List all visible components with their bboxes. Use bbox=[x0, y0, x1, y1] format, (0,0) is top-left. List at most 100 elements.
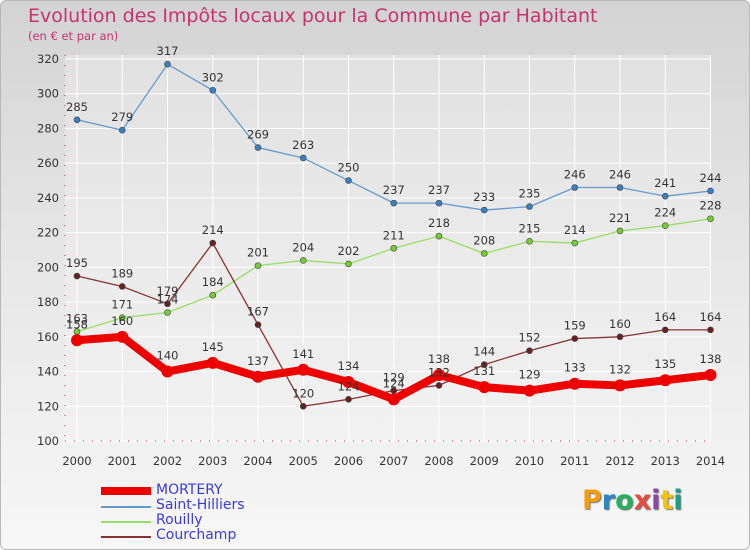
data-label-courchamp-2001: 189 bbox=[111, 266, 133, 280]
data-point-saint-hilliers-2004 bbox=[254, 144, 262, 151]
logo-letter: r bbox=[601, 485, 616, 516]
data-label-mortery-2013: 135 bbox=[654, 357, 676, 371]
data-label-rouilly-2006: 202 bbox=[338, 244, 360, 258]
x-tick-label-2005: 2005 bbox=[289, 454, 318, 468]
data-point-rouilly-2014 bbox=[707, 215, 714, 223]
data-label-rouilly-2007: 211 bbox=[383, 228, 405, 242]
logo-letter: t bbox=[660, 485, 674, 516]
data-point-rouilly-2008 bbox=[435, 232, 443, 240]
data-label-mortery-2004: 137 bbox=[247, 354, 269, 368]
legend-label-rouilly: Rouilly bbox=[156, 512, 203, 528]
y-tick-label-300: 300 bbox=[37, 87, 59, 101]
y-tick-label-220: 220 bbox=[37, 226, 59, 240]
data-label-rouilly-2005: 204 bbox=[292, 240, 314, 254]
legend-swatch-mortery bbox=[101, 487, 151, 495]
data-point-mortery-2005 bbox=[297, 363, 310, 376]
data-point-rouilly-2007 bbox=[390, 244, 398, 252]
data-point-mortery-2006 bbox=[342, 375, 355, 388]
data-label-courchamp-2007: 129 bbox=[383, 371, 405, 385]
y-tick-label-280: 280 bbox=[37, 121, 59, 135]
data-label-mortery-2000: 158 bbox=[66, 317, 88, 331]
data-label-saint-hilliers-2009: 233 bbox=[473, 190, 495, 204]
data-point-courchamp-2009 bbox=[480, 361, 488, 368]
data-point-saint-hilliers-2009 bbox=[480, 206, 488, 214]
logo-letter: i bbox=[651, 485, 661, 516]
x-tick-label-2008: 2008 bbox=[424, 454, 453, 468]
data-point-mortery-2011 bbox=[568, 377, 581, 390]
y-tick-label-200: 200 bbox=[37, 260, 59, 274]
data-point-courchamp-2012 bbox=[616, 333, 624, 341]
x-tick-label-2012: 2012 bbox=[605, 454, 634, 468]
data-point-courchamp-2004 bbox=[254, 321, 262, 328]
data-label-saint-hilliers-2014: 244 bbox=[700, 171, 722, 185]
data-point-mortery-2013 bbox=[659, 374, 672, 387]
chart-subtitle: (en € et par an) bbox=[28, 29, 119, 43]
data-point-courchamp-2002 bbox=[164, 300, 171, 308]
data-point-courchamp-2006 bbox=[345, 396, 352, 403]
data-label-rouilly-2012: 221 bbox=[609, 211, 631, 225]
data-point-courchamp-2001 bbox=[118, 283, 126, 290]
logo-letter: o bbox=[615, 485, 634, 516]
data-point-saint-hilliers-2005 bbox=[299, 154, 307, 162]
legend-label-courchamp: Courchamp bbox=[156, 527, 237, 543]
data-label-courchamp-2014: 164 bbox=[700, 310, 722, 324]
data-label-courchamp-2006: 124 bbox=[338, 379, 360, 393]
data-label-saint-hilliers-2000: 285 bbox=[66, 100, 88, 114]
x-tick-label-2001: 2001 bbox=[108, 454, 137, 468]
y-tick-label-320: 320 bbox=[37, 52, 59, 66]
data-point-saint-hilliers-2000 bbox=[73, 116, 81, 124]
data-point-courchamp-2000 bbox=[73, 272, 81, 280]
x-tick-label-2013: 2013 bbox=[651, 454, 680, 468]
data-label-rouilly-2008: 218 bbox=[428, 216, 450, 230]
legend-swatch-rouilly bbox=[101, 521, 151, 523]
data-label-mortery-2008: 138 bbox=[428, 352, 450, 366]
x-tick-label-2009: 2009 bbox=[470, 454, 499, 468]
data-label-mortery-2009: 131 bbox=[473, 364, 495, 378]
data-point-mortery-2009 bbox=[478, 381, 491, 394]
chart-title: Evolution des Impôts locaux pour la Comm… bbox=[28, 5, 598, 27]
y-tick-label-120: 120 bbox=[37, 399, 59, 413]
data-label-courchamp-2004: 167 bbox=[247, 305, 269, 319]
data-label-saint-hilliers-2011: 246 bbox=[564, 167, 586, 181]
data-point-rouilly-2001 bbox=[118, 314, 126, 322]
data-label-saint-hilliers-2005: 263 bbox=[292, 138, 314, 152]
data-label-mortery-2010: 129 bbox=[519, 368, 541, 382]
data-point-saint-hilliers-2013 bbox=[661, 192, 669, 200]
data-label-mortery-2014: 138 bbox=[700, 352, 722, 366]
x-tick-label-2014: 2014 bbox=[696, 454, 725, 468]
data-label-rouilly-2003: 184 bbox=[202, 275, 224, 289]
x-tick-label-2006: 2006 bbox=[334, 454, 363, 468]
data-label-mortery-2003: 145 bbox=[202, 340, 224, 354]
data-point-rouilly-2010 bbox=[526, 238, 533, 245]
data-point-saint-hilliers-2008 bbox=[435, 199, 443, 207]
data-point-saint-hilliers-2012 bbox=[616, 184, 624, 191]
data-point-mortery-2001 bbox=[116, 330, 129, 343]
data-label-saint-hilliers-2012: 246 bbox=[609, 167, 631, 181]
data-point-courchamp-2005 bbox=[299, 402, 307, 410]
data-point-saint-hilliers-2011 bbox=[571, 184, 579, 191]
data-label-saint-hilliers-2008: 237 bbox=[428, 183, 450, 197]
data-point-courchamp-2003 bbox=[209, 239, 217, 247]
data-label-mortery-2011: 133 bbox=[564, 361, 586, 375]
data-label-mortery-2002: 140 bbox=[157, 349, 179, 363]
data-label-mortery-2012: 132 bbox=[609, 362, 631, 376]
data-label-mortery-2001: 160 bbox=[111, 314, 133, 328]
x-tick-label-2011: 2011 bbox=[560, 454, 589, 468]
y-tick-label-100: 100 bbox=[37, 434, 59, 448]
y-tick-label-260: 260 bbox=[37, 156, 59, 170]
x-tick-label-2004: 2004 bbox=[243, 454, 272, 468]
logo-letter: P bbox=[582, 485, 602, 516]
data-point-saint-hilliers-2007 bbox=[390, 199, 398, 207]
data-point-rouilly-2013 bbox=[661, 222, 669, 229]
data-label-courchamp-2000: 195 bbox=[66, 256, 88, 270]
data-label-courchamp-2002: 179 bbox=[157, 284, 179, 298]
data-point-rouilly-2003 bbox=[209, 291, 217, 299]
x-tick-label-2010: 2010 bbox=[515, 454, 544, 468]
data-label-courchamp-2011: 159 bbox=[564, 319, 586, 333]
data-label-rouilly-2009: 208 bbox=[473, 233, 495, 247]
data-point-rouilly-2002 bbox=[164, 309, 171, 316]
y-tick-label-240: 240 bbox=[37, 191, 59, 205]
data-label-courchamp-2003: 214 bbox=[202, 223, 224, 237]
data-label-saint-hilliers-2010: 235 bbox=[519, 187, 541, 201]
